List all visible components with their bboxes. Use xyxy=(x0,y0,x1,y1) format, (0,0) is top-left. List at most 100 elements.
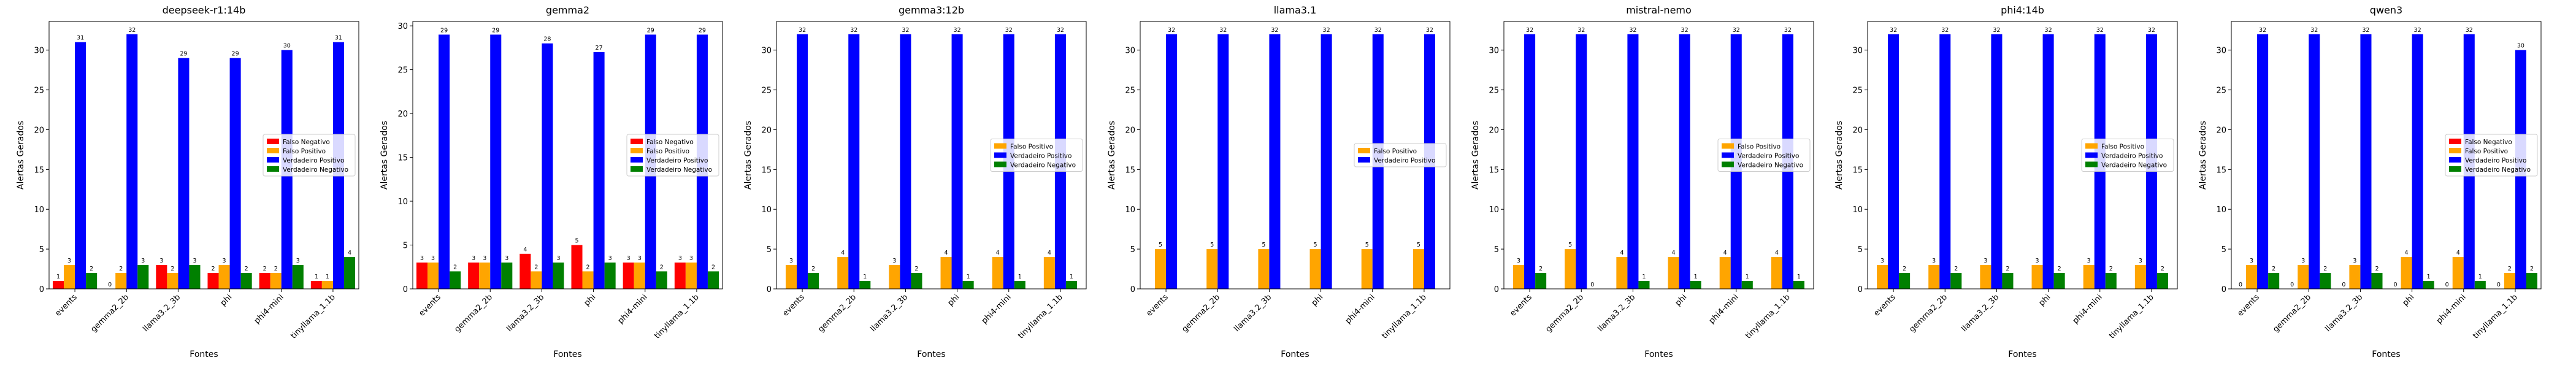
data-label: 0 xyxy=(2445,282,2449,288)
legend-swatch-verdadeiro-positivo xyxy=(1722,152,1734,158)
y-tick-label: 20 xyxy=(761,126,772,135)
y-tick-label: 0 xyxy=(39,285,44,294)
bar-falso-positivo xyxy=(321,281,333,289)
legend-swatch-verdadeiro-positivo xyxy=(994,152,1006,158)
data-label: 2 xyxy=(2375,266,2379,272)
bar-falso-positivo xyxy=(2452,257,2464,289)
x-tick-label: llama3.2_3b xyxy=(1596,293,1637,334)
y-tick-label: 15 xyxy=(2216,166,2226,175)
bar-falso-negativo xyxy=(53,281,64,289)
bar-verdadeiro-positivo xyxy=(797,34,808,289)
chart-title: mistral-nemo xyxy=(1626,4,1692,16)
bar-verdadeiro-positivo xyxy=(1217,34,1229,289)
bar-verdadeiro-negativo xyxy=(1950,273,1962,289)
data-label: 3 xyxy=(1517,258,1520,264)
bar-verdadeiro-negativo xyxy=(1065,281,1077,289)
bar-verdadeiro-positivo xyxy=(951,34,963,289)
data-label: 3 xyxy=(420,255,424,262)
x-axis-label: Fontes xyxy=(1281,350,1309,359)
chart-panel-llama3-1: llama3.1 5 5 5 5 5 5 32 32 32 32 32 32 0 5 10 15 20 25 30 ev… xyxy=(1107,4,1451,359)
bar-verdadeiro-negativo xyxy=(1014,281,1025,289)
legend: Falso Positivo Verdadeiro Positivo Verdade… xyxy=(990,139,1083,172)
chart-title: deepseek-r1:14b xyxy=(163,4,246,16)
y-tick-label: 20 xyxy=(2216,126,2226,135)
x-tick-label: llama3.2_3b xyxy=(868,293,910,334)
legend-label-falso-positivo: Falso Positivo xyxy=(646,148,689,155)
legend-swatch-verdadeiro-negativo xyxy=(267,166,279,172)
y-tick-label: 25 xyxy=(1125,86,1135,96)
legend-label-falso-positivo: Falso Positivo xyxy=(283,148,326,155)
bar-falso-positivo xyxy=(634,263,645,289)
y-tick-label: 15 xyxy=(761,166,772,175)
data-label: 3 xyxy=(608,255,612,262)
data-label: 32 xyxy=(2096,27,2104,34)
legend-swatch-verdadeiro-negativo xyxy=(1722,161,1734,167)
plot-frame xyxy=(1140,21,1451,289)
data-label: 32 xyxy=(2362,27,2369,34)
bar-falso-positivo xyxy=(992,257,1003,289)
data-label: 3 xyxy=(431,255,435,262)
data-label: 0 xyxy=(2342,282,2345,288)
data-label: 5 xyxy=(1159,242,1162,248)
data-label: 4 xyxy=(1672,250,1676,256)
data-label: 2 xyxy=(211,266,215,272)
data-label: 3 xyxy=(1932,258,1936,264)
legend-box xyxy=(990,139,1083,172)
y-tick-label: 0 xyxy=(767,285,772,294)
bar-verdadeiro-negativo xyxy=(501,263,513,289)
data-label: 4 xyxy=(348,250,351,256)
data-label: 3 xyxy=(141,258,145,264)
data-label: 5 xyxy=(1210,242,1214,248)
x-tick-label: tinyllama_1.1b xyxy=(1016,293,1064,340)
x-tick-label: llama3.2_3b xyxy=(141,293,182,334)
bar-falso-positivo xyxy=(2246,265,2258,289)
data-label: 32 xyxy=(1219,27,1227,34)
bar-verdadeiro-negativo xyxy=(137,265,149,289)
x-tick-label: events xyxy=(1508,293,1534,318)
x-tick-label: phi4-mini xyxy=(616,293,650,326)
bar-verdadeiro-positivo xyxy=(1524,34,1536,289)
bar-verdadeiro-positivo xyxy=(1269,34,1281,289)
bar-verdadeiro-negativo xyxy=(1690,281,1701,289)
legend-swatch-verdadeiro-negativo xyxy=(994,161,1006,167)
bar-verdadeiro-positivo xyxy=(2257,34,2269,289)
y-axis-label: Alertas Gerados xyxy=(1107,121,1117,190)
bar-falso-positivo xyxy=(2134,265,2146,289)
legend-box xyxy=(263,134,356,177)
data-label: 2 xyxy=(660,264,664,270)
plot-frame xyxy=(776,21,1087,289)
bar-verdadeiro-negativo xyxy=(1638,281,1650,289)
legend-label-falso-positivo: Falso Positivo xyxy=(1738,144,1781,151)
legend-swatch-verdadeiro-negativo xyxy=(2085,161,2098,167)
x-tick-label: phi xyxy=(1310,293,1325,308)
bar-falso-positivo xyxy=(685,263,697,289)
bar-falso-positivo xyxy=(1043,257,1055,289)
x-tick-label: llama3.2_3b xyxy=(2323,293,2364,334)
bar-falso-positivo xyxy=(1258,249,1270,289)
data-label: 2 xyxy=(914,266,918,272)
data-label: 3 xyxy=(689,255,693,262)
bar-falso-positivo xyxy=(1928,265,1940,289)
data-label: 2 xyxy=(1539,266,1543,272)
legend-label-falso-positivo: Falso Positivo xyxy=(1010,144,1053,151)
x-tick-label: phi4-mini xyxy=(1344,293,1377,326)
chart-title: gemma2 xyxy=(546,4,589,16)
x-tick-label: phi xyxy=(2401,293,2417,308)
x-tick-label: tinyllama_1.1b xyxy=(653,293,700,340)
bar-verdadeiro-negativo xyxy=(450,271,461,289)
y-tick-label: 15 xyxy=(1125,166,1135,175)
bar-verdadeiro-negativo xyxy=(859,281,871,289)
bar-falso-negativo xyxy=(468,263,480,289)
data-label: 30 xyxy=(2517,43,2524,50)
y-tick-label: 5 xyxy=(767,245,772,255)
data-label: 2 xyxy=(263,266,267,272)
data-label: 32 xyxy=(954,27,961,34)
data-label: 3 xyxy=(1984,258,1987,264)
legend-label-falso-negativo: Falso Negativo xyxy=(2465,139,2512,146)
bar-verdadeiro-negativo xyxy=(2423,281,2434,289)
y-tick-label: 10 xyxy=(1852,205,1863,215)
bar-falso-negativo xyxy=(259,273,270,289)
data-label: 3 xyxy=(1880,258,1884,264)
